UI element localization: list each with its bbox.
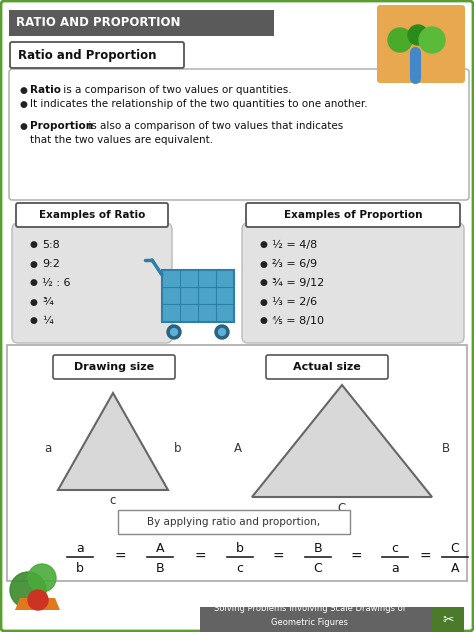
Text: c: c <box>110 494 116 506</box>
Text: B: B <box>314 542 322 554</box>
Text: a: a <box>45 442 52 454</box>
Text: Examples of Ratio: Examples of Ratio <box>39 210 145 220</box>
Text: ●: ● <box>20 99 28 109</box>
Circle shape <box>171 329 177 336</box>
Text: A: A <box>156 542 164 554</box>
Text: Proportion: Proportion <box>30 121 93 131</box>
FancyBboxPatch shape <box>162 270 234 322</box>
Text: B: B <box>442 442 450 454</box>
FancyBboxPatch shape <box>200 607 464 632</box>
Text: ●: ● <box>260 317 268 325</box>
Text: that the two values are equivalent.: that the two values are equivalent. <box>30 135 213 145</box>
FancyBboxPatch shape <box>12 223 172 343</box>
Text: a: a <box>76 542 84 554</box>
Text: ●: ● <box>20 85 28 95</box>
Text: b: b <box>236 542 244 554</box>
Text: A: A <box>234 442 242 454</box>
Text: ●: ● <box>30 241 38 250</box>
Text: c: c <box>392 542 399 554</box>
FancyBboxPatch shape <box>7 345 467 581</box>
Text: C: C <box>451 542 459 554</box>
Text: Actual size: Actual size <box>293 362 361 372</box>
Text: a: a <box>391 562 399 576</box>
FancyBboxPatch shape <box>266 355 388 379</box>
Circle shape <box>388 28 412 52</box>
Text: ½ : 6: ½ : 6 <box>42 278 71 288</box>
Circle shape <box>419 27 445 53</box>
Text: ●: ● <box>260 260 268 269</box>
FancyBboxPatch shape <box>9 69 469 200</box>
Text: ●: ● <box>30 279 38 288</box>
Text: ✂: ✂ <box>442 612 454 626</box>
Circle shape <box>28 564 56 592</box>
Text: ¾ = 9/12: ¾ = 9/12 <box>272 278 324 288</box>
Text: =: = <box>272 549 284 564</box>
FancyBboxPatch shape <box>9 10 274 36</box>
Text: C: C <box>338 502 346 514</box>
FancyBboxPatch shape <box>242 223 464 343</box>
Text: =: = <box>114 549 126 564</box>
Circle shape <box>408 25 428 45</box>
Text: 5:8: 5:8 <box>42 240 60 250</box>
Text: ●: ● <box>260 241 268 250</box>
Text: RATIO AND PROPORTION: RATIO AND PROPORTION <box>16 16 181 30</box>
Text: b: b <box>76 562 84 576</box>
Text: ½ = 4/8: ½ = 4/8 <box>272 240 317 250</box>
Text: A: A <box>451 562 459 576</box>
Circle shape <box>10 572 46 608</box>
Circle shape <box>28 590 48 610</box>
Text: Ratio and Proportion: Ratio and Proportion <box>18 49 156 61</box>
Text: =: = <box>419 549 431 564</box>
FancyBboxPatch shape <box>377 5 465 83</box>
FancyBboxPatch shape <box>53 355 175 379</box>
Text: ●: ● <box>30 260 38 269</box>
FancyBboxPatch shape <box>432 607 464 632</box>
Text: ⅔ = 6/9: ⅔ = 6/9 <box>272 259 317 269</box>
Text: b: b <box>174 442 182 454</box>
FancyBboxPatch shape <box>10 42 184 68</box>
Text: It indicates the relationship of the two quantities to one another.: It indicates the relationship of the two… <box>30 99 368 109</box>
Text: =: = <box>194 549 206 564</box>
Text: B: B <box>155 562 164 576</box>
Text: Drawing size: Drawing size <box>74 362 154 372</box>
Text: =: = <box>350 549 362 564</box>
Polygon shape <box>58 393 168 490</box>
Text: Examples of Proportion: Examples of Proportion <box>284 210 422 220</box>
Text: is a comparison of two values or quantities.: is a comparison of two values or quantit… <box>60 85 292 95</box>
Polygon shape <box>252 385 432 497</box>
FancyBboxPatch shape <box>118 510 350 534</box>
Circle shape <box>219 329 226 336</box>
Text: ●: ● <box>20 121 28 130</box>
Circle shape <box>167 325 181 339</box>
Text: ●: ● <box>260 298 268 307</box>
Text: ●: ● <box>30 317 38 325</box>
Circle shape <box>215 325 229 339</box>
Text: 9:2: 9:2 <box>42 259 60 269</box>
Text: c: c <box>237 562 244 576</box>
Text: ●: ● <box>30 298 38 307</box>
Text: Solving Problems Involving Scale Drawings of
Geometric Figures: Solving Problems Involving Scale Drawing… <box>214 604 406 626</box>
Text: Ratio: Ratio <box>30 85 61 95</box>
Text: By applying ratio and proportion,: By applying ratio and proportion, <box>147 517 320 527</box>
FancyBboxPatch shape <box>16 203 168 227</box>
Text: ⅘ = 8/10: ⅘ = 8/10 <box>272 316 324 326</box>
FancyBboxPatch shape <box>246 203 460 227</box>
Polygon shape <box>15 598 60 610</box>
Text: ⅓ = 2/6: ⅓ = 2/6 <box>272 297 317 307</box>
Text: ¼: ¼ <box>42 316 53 326</box>
Text: ●: ● <box>260 279 268 288</box>
Text: ¾: ¾ <box>42 297 53 307</box>
Text: C: C <box>314 562 322 576</box>
Text: is also a comparison of two values that indicates: is also a comparison of two values that … <box>85 121 343 131</box>
